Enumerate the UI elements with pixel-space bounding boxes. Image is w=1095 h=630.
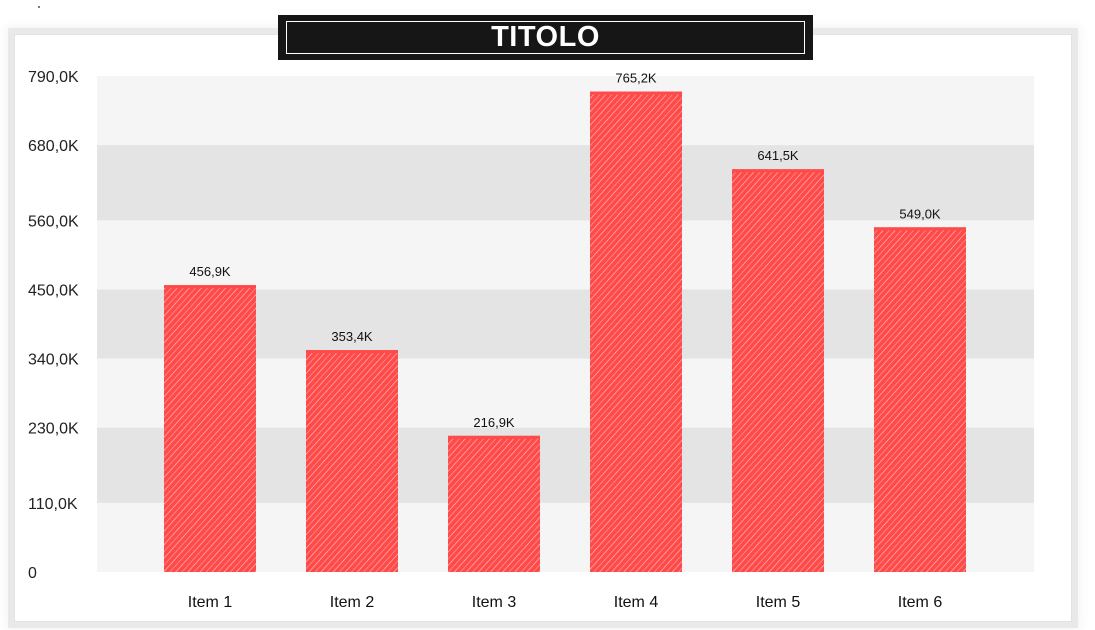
x-category-label: Item 6 [898, 594, 943, 611]
bar-4 [590, 91, 682, 573]
y-tick-label: 340,0K [28, 352, 79, 369]
bars [164, 91, 966, 573]
y-tick-label: 230,0K [28, 421, 79, 438]
y-tick-label: 680,0K [28, 138, 79, 155]
grid-band [97, 145, 1034, 221]
bar-top-edge [590, 91, 682, 95]
bar-2 [306, 350, 398, 572]
x-category-label: Item 4 [614, 594, 659, 611]
chart-title: TITOLO [286, 21, 805, 54]
bar-5 [732, 169, 824, 572]
bar-top-edge [448, 435, 540, 439]
data-label: 641,5K [757, 148, 799, 163]
x-axis-labels: Item 1 Item 2 Item 3 Item 4 Item 5 Item 6 [188, 594, 943, 611]
data-label: 549,0K [899, 206, 941, 221]
bar-top-edge [874, 227, 966, 231]
grid-band [97, 76, 1034, 146]
x-category-label: Item 1 [188, 594, 233, 611]
bar-1 [164, 285, 256, 572]
bar-top-edge [164, 285, 256, 289]
y-axis-ticks: 0 110,0K 230,0K 340,0K 450,0K 560,0K 680,0K 790… [28, 69, 79, 582]
y-tick-label: 450,0K [28, 282, 79, 299]
chart-title-box: TITOLO [278, 15, 813, 60]
bar-6 [874, 227, 966, 572]
y-tick-label: 560,0K [28, 213, 79, 230]
y-tick-label: 790,0K [28, 69, 79, 86]
data-label: 353,4K [331, 329, 373, 344]
data-label: 456,9K [189, 264, 231, 279]
y-tick-label: 110,0K [28, 496, 78, 513]
y-tick-label: 0 [28, 565, 37, 582]
data-labels: 456,9K 353,4K 216,9K 765,2K 641,5K 549,0K [189, 71, 941, 430]
bar-top-edge [732, 169, 824, 173]
x-category-label: Item 2 [330, 594, 375, 611]
data-label: 216,9K [473, 415, 515, 430]
bar-top-edge [306, 350, 398, 354]
stray-dot [38, 6, 40, 8]
x-category-label: Item 5 [756, 594, 801, 611]
data-label: 765,2K [615, 71, 657, 86]
bar-3 [448, 435, 540, 572]
x-category-label: Item 3 [472, 594, 517, 611]
